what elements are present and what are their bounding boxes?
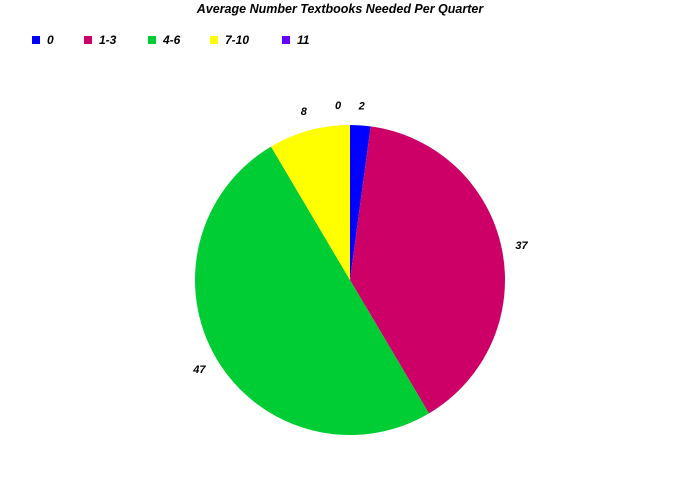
pie-slice-0 <box>350 125 371 280</box>
legend-label: 4-6 <box>163 33 181 47</box>
data-label-7-10: 8 <box>301 106 308 118</box>
legend-label: 11 <box>297 33 310 47</box>
data-label-0: 2 <box>358 100 365 112</box>
legend-item-0: 0 <box>32 33 84 47</box>
legend-item-1-3: 1-3 <box>84 33 148 47</box>
data-label-4-6: 47 <box>192 364 206 376</box>
legend-item-4-6: 4-6 <box>148 33 210 47</box>
legend-swatch <box>148 36 156 44</box>
legend-item-11: 11 <box>282 33 332 47</box>
pie-slices <box>194 125 505 435</box>
legend-swatch <box>32 36 40 44</box>
legend-label: 7-10 <box>225 33 250 47</box>
data-label-11: 0 <box>335 100 342 112</box>
legend-label: 1-3 <box>99 33 117 47</box>
legend-swatch <box>282 36 290 44</box>
legend-item-7-10: 7-10 <box>210 33 282 47</box>
legend: 0 1-3 4-6 7-10 11 <box>32 33 332 47</box>
legend-swatch <box>84 36 92 44</box>
chart-title: Average Number Textbooks Needed Per Quar… <box>196 2 484 16</box>
pie-slice-4-6 <box>194 146 429 435</box>
legend-label: 0 <box>47 33 54 47</box>
pie-data-labels: 2 37 47 8 0 <box>192 100 528 376</box>
pie-slice-1-3 <box>350 126 505 414</box>
pie-slice-7-10 <box>271 125 350 280</box>
data-label-1-3: 37 <box>515 240 528 252</box>
legend-swatch <box>210 36 218 44</box>
